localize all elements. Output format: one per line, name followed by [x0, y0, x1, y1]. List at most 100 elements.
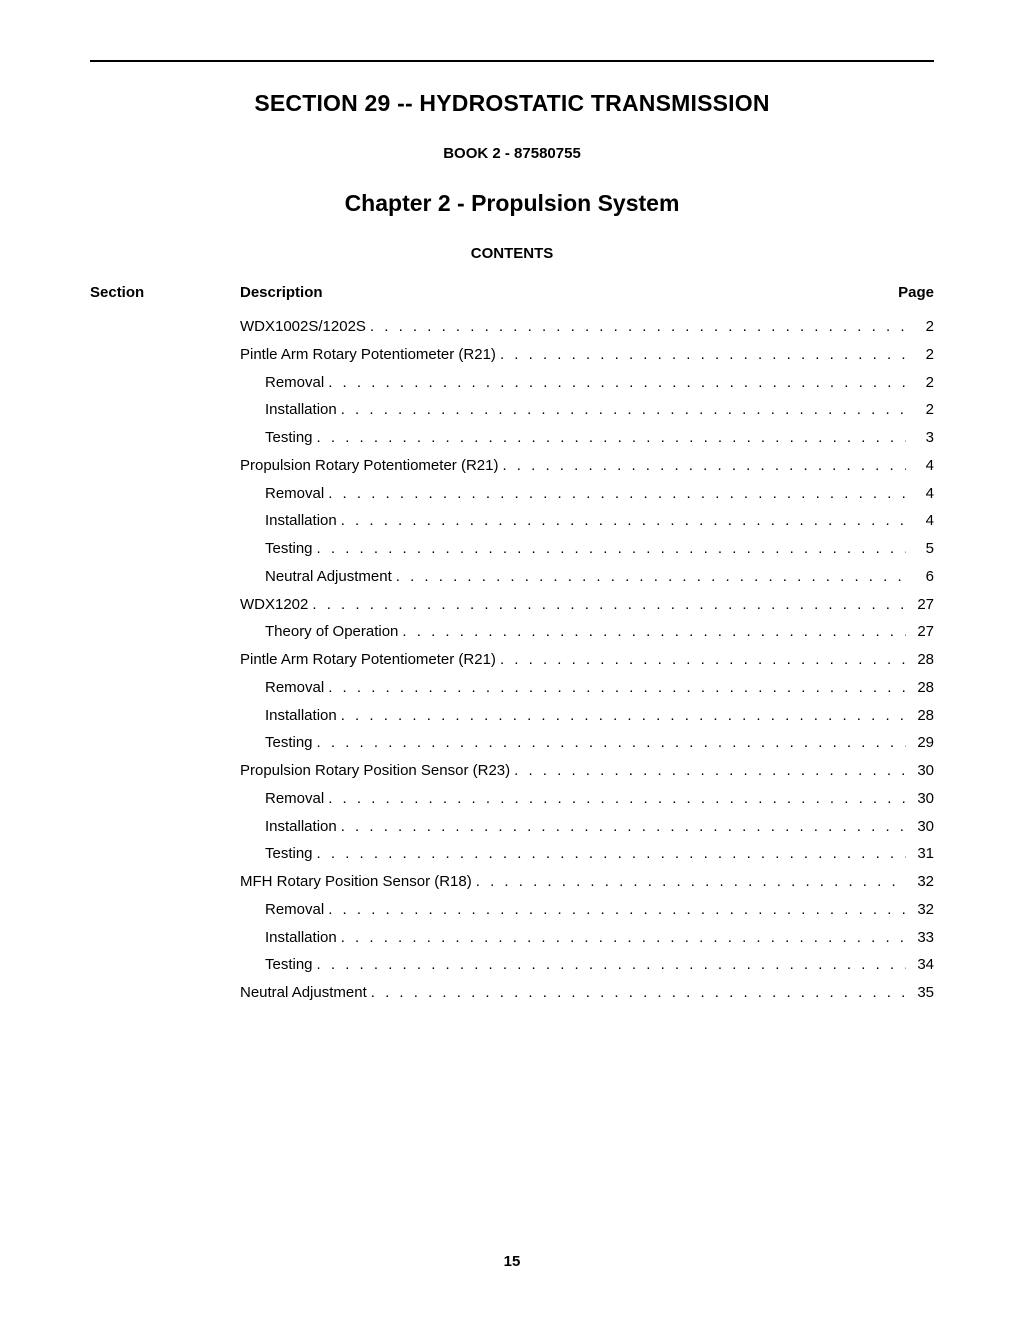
toc-leader — [402, 618, 906, 646]
toc-leader — [514, 757, 906, 785]
toc-leader — [500, 646, 906, 674]
toc-leader — [341, 507, 906, 535]
book-line: BOOK 2 - 87580755 — [90, 145, 934, 162]
header-page: Page — [874, 284, 934, 301]
toc-page: 2 — [906, 313, 934, 341]
toc-row: Pintle Arm Rotary Potentiometer (R21) 28 — [90, 646, 934, 674]
toc-label: Testing — [265, 840, 317, 868]
toc-leader — [317, 535, 906, 563]
toc-label: Pintle Arm Rotary Potentiometer (R21) — [240, 646, 500, 674]
toc-row: Installation30 — [90, 813, 934, 841]
toc-label: Removal — [265, 674, 328, 702]
toc-label: Removal — [265, 480, 328, 508]
top-rule — [90, 60, 934, 62]
page-number: 15 — [0, 1253, 1024, 1270]
toc-label: Installation — [265, 396, 341, 424]
toc-row: Neutral Adjustment6 — [90, 563, 934, 591]
toc-list: WDX1002S/1202S2Pintle Arm Rotary Potenti… — [90, 313, 934, 1007]
toc-page: 33 — [906, 924, 934, 952]
toc-page: 4 — [906, 507, 934, 535]
toc-page: 2 — [906, 341, 934, 369]
toc-leader — [317, 840, 906, 868]
toc-row: Propulsion Rotary Potentiometer (R21)4 — [90, 452, 934, 480]
toc-leader — [328, 896, 906, 924]
toc-row: Installation 28 — [90, 702, 934, 730]
toc-leader — [328, 674, 906, 702]
chapter-title: Chapter 2 - Propulsion System — [90, 190, 934, 217]
toc-leader — [328, 480, 906, 508]
toc-leader — [396, 563, 906, 591]
toc-label: Installation — [265, 702, 341, 730]
toc-row: Neutral Adjustment 35 — [90, 979, 934, 1007]
toc-page: 4 — [906, 480, 934, 508]
toc-leader — [502, 452, 906, 480]
page-container: SECTION 29 -- HYDROSTATIC TRANSMISSION B… — [0, 0, 1024, 1047]
toc-row: MFH Rotary Position Sensor (R18) 32 — [90, 868, 934, 896]
toc-row: Removal 28 — [90, 674, 934, 702]
toc-label: Propulsion Rotary Position Sensor (R23) — [240, 757, 514, 785]
toc-row: Installation 33 — [90, 924, 934, 952]
toc-row: Testing 5 — [90, 535, 934, 563]
toc-label: Installation — [265, 507, 341, 535]
toc-page: 28 — [906, 674, 934, 702]
toc-leader — [341, 702, 906, 730]
toc-label: Theory of Operation — [265, 618, 402, 646]
toc-label: Testing — [265, 729, 317, 757]
toc-row: Testing 34 — [90, 951, 934, 979]
toc-page: 28 — [906, 702, 934, 730]
toc-row: Removal 32 — [90, 896, 934, 924]
toc-row: Testing 31 — [90, 840, 934, 868]
toc-row: Installation 4 — [90, 507, 934, 535]
toc-page: 4 — [906, 452, 934, 480]
toc-leader — [341, 396, 906, 424]
toc-leader — [317, 951, 906, 979]
toc-label: Installation — [265, 924, 341, 952]
toc-leader — [312, 591, 906, 619]
toc-leader — [341, 924, 906, 952]
toc-label: Testing — [265, 535, 317, 563]
toc-page: 27 — [906, 618, 934, 646]
toc-leader — [328, 369, 906, 397]
toc-page: 29 — [906, 729, 934, 757]
toc-page: 34 — [906, 951, 934, 979]
toc-leader — [500, 341, 906, 369]
toc-row: Testing 29 — [90, 729, 934, 757]
toc-leader — [328, 785, 906, 813]
header-section: Section — [90, 284, 240, 301]
toc-page: 2 — [906, 369, 934, 397]
toc-row: Testing 3 — [90, 424, 934, 452]
toc-row: Propulsion Rotary Position Sensor (R23)3… — [90, 757, 934, 785]
toc-row: WDX120227 — [90, 591, 934, 619]
toc-label: Neutral Adjustment — [240, 979, 371, 1007]
toc-label: WDX1002S/1202S — [240, 313, 370, 341]
toc-leader — [317, 729, 906, 757]
toc-leader — [476, 868, 906, 896]
toc-row: Pintle Arm Rotary Potentiometer (R21)2 — [90, 341, 934, 369]
toc-page: 5 — [906, 535, 934, 563]
toc-page: 32 — [906, 896, 934, 924]
toc-page: 2 — [906, 396, 934, 424]
toc-label: Testing — [265, 424, 317, 452]
toc-label: Installation — [265, 813, 341, 841]
toc-page: 32 — [906, 868, 934, 896]
toc-label: Removal — [265, 896, 328, 924]
toc-label: Removal — [265, 785, 328, 813]
toc-leader — [317, 424, 906, 452]
toc-page: 35 — [906, 979, 934, 1007]
toc-page: 28 — [906, 646, 934, 674]
toc-header-row: Section Description Page — [90, 284, 934, 301]
toc-row: Removal30 — [90, 785, 934, 813]
toc-label: Neutral Adjustment — [265, 563, 396, 591]
toc-row: Removal 2 — [90, 369, 934, 397]
toc-page: 31 — [906, 840, 934, 868]
toc-label: WDX1202 — [240, 591, 312, 619]
toc-row: Installation 2 — [90, 396, 934, 424]
toc-label: Removal — [265, 369, 328, 397]
section-title: SECTION 29 -- HYDROSTATIC TRANSMISSION — [90, 90, 934, 117]
toc-leader — [370, 313, 906, 341]
toc-label: Testing — [265, 951, 317, 979]
header-description: Description — [240, 284, 874, 301]
toc-row: Theory of Operation 27 — [90, 618, 934, 646]
toc-page: 3 — [906, 424, 934, 452]
toc-label: MFH Rotary Position Sensor (R18) — [240, 868, 476, 896]
